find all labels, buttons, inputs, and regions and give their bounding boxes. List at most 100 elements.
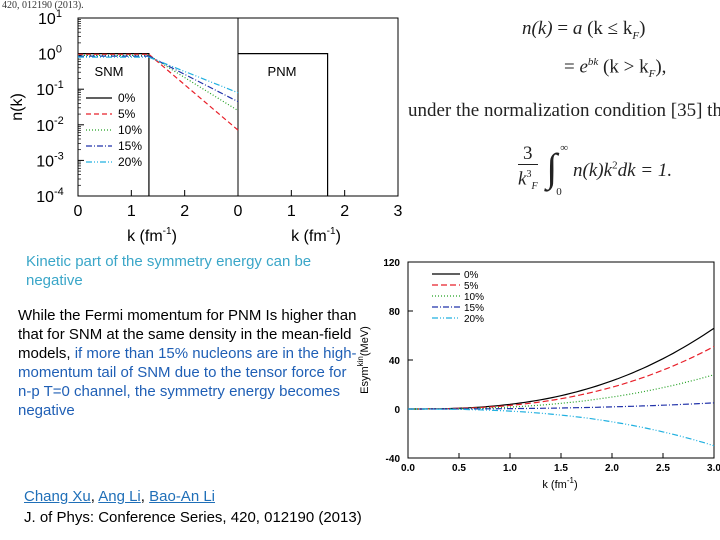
eq-nk: n(k) [522,18,553,39]
nk-ytick-label: 100 [38,44,62,64]
nk-ytick-exp: 0 [56,44,62,56]
es-xtick-label: 2.0 [605,463,619,474]
author-link-3[interactable]: Bao-An Li [149,488,215,505]
nk-legend-label-3: 15% [118,139,142,153]
eq-fraction: 3 k3F [518,144,538,197]
es-ylabel: Esymkin(MeV) [356,326,371,394]
es-series-3 [408,402,715,410]
eq-sign-1: = [557,18,569,39]
es-ytick-label: 80 [389,307,401,318]
equation-line-1: n(k) = a (k ≤ kF) [522,18,645,42]
author-list: Chang Xu, Ang Li, Bao-An Li [24,486,362,507]
nk-panel-frame-1 [237,17,399,197]
es-legend-label-3: 15% [464,303,484,314]
es-ylabel-sup: kin [356,356,365,366]
es-ylabel-unit: (MeV) [359,326,371,356]
es-series [408,327,715,447]
nk-xlabel-exp: -1 [327,226,336,237]
kinetic-note: Kinetic part of the symmetry energy can … [26,253,312,289]
journal-ref: J. of Phys: Conference Series, 420, 0121… [24,509,362,526]
explanation-blue: if more than 15% nucleons are in the hig… [18,345,357,419]
es-xlabel-exp: -1 [567,476,575,485]
nk-xlabel-close: ) [172,228,177,245]
es-xtick-label: 2.5 [656,463,670,474]
eq-cond1: (k ≤ k [587,18,633,39]
es-xtick-label: 0.0 [401,463,415,474]
nk-ytick-exp: -2 [54,115,64,127]
nk-xtick-label: 2 [340,203,349,220]
eq-frac-num: 3 [518,144,538,165]
nk-xlabel-close: ) [336,228,341,245]
eq-cond2-close: ), [655,56,667,78]
eq-kf-sub-1: F [632,29,640,42]
equation-line-3: 3 k3F ∫ ∞ 0 n(k)k2dk = 1. [518,141,673,198]
es-axes: -40 0 40 80 120 0.0 0.5 1.0 1.5 2.0 2.5 3.0 k (fm-1)… [356,258,720,491]
author-link-2[interactable]: Ang Li [98,488,141,505]
es-frame [407,261,715,459]
es-ytick-label: 120 [383,258,400,269]
explanation-text: While the Fermi momentum for PNM Is high… [18,306,358,420]
equation-line-2: = ebk (k > kF), [564,56,666,80]
es-xlabel: k (fm-1) [542,476,577,491]
integral-icon: ∫ ∞ 0 [546,141,569,198]
nk-ytick-exp: 1 [56,8,62,20]
nk-xlabel-0: k (fm-1) [127,226,177,245]
nk-legend-label-0: 0% [118,91,136,105]
eq-int-lower: 0 [556,185,562,198]
nk-series-snm-2 [78,54,239,112]
nk-panel-label-0: SNM [95,64,124,79]
eq-integrand: n(k)k2dk = 1. [573,159,673,181]
nk-ytick-label: 101 [38,8,62,28]
es-ytick-label: 40 [389,356,401,367]
nk-ytick-label: 10-1 [36,79,64,99]
nk-ytick-label: 10-4 [36,186,64,206]
eq-exp-base: e [579,56,588,78]
es-xtick-label: 1.0 [503,463,517,474]
nk-series-snm-1 [78,53,239,131]
eq-cond2: (k > k [603,56,649,78]
eq-frac-den-sub: F [531,181,538,193]
nk-ytick-exp: -3 [54,150,64,162]
eq-a-term: a [572,18,583,39]
eq-sign-2: = [564,56,575,78]
author-sep-2: , [140,488,150,505]
nk-xtick-label: 0 [234,203,243,220]
nk-panel-label-1: PNM [268,64,297,79]
header-citation: 420, 012190 (2013). [2,0,84,11]
symmetry-energy-chart: -40 0 40 80 120 0.0 0.5 1.0 1.5 2.0 2.5 3.0 k (fm-1)… [356,258,720,491]
nk-ytick-label: 10-2 [36,115,64,135]
eq-integrand-tail: dk = 1. [617,159,673,181]
nk-xtick-label: 1 [287,203,296,220]
es-series-1 [408,345,715,410]
es-xtick-label: 0.5 [452,463,466,474]
nk-xtick-label: 1 [127,203,136,220]
nk-xtick-label: 3 [394,203,403,220]
es-xlabel-close: ) [574,479,578,491]
eq-int-upper: ∞ [560,141,569,154]
es-xtick-label: 1.5 [554,463,568,474]
reference: Chang Xu, Ang Li, Bao-An Li J. of Phys: … [24,486,362,528]
nk-ytick-label: 10-3 [36,150,64,170]
author-link-1[interactable]: Chang Xu [24,488,91,505]
eq-frac-den-k: k [518,168,527,190]
nk-xlabel-exp: -1 [163,226,172,237]
es-legend-label-4: 20% [464,314,484,325]
eq-exp-power: bk [587,56,599,68]
nk-xtick-label: 2 [180,203,189,220]
nk-ylabel: n(k) [9,93,26,121]
eq-kf-sub-2: F [648,68,656,81]
nk-series-pnm-0 [238,53,329,196]
eq-frac-den: k3F [518,165,538,197]
nk-legend: 0% 5% 10% 15% 20% [86,91,142,169]
nk-xtick-label: 0 [74,203,83,220]
eq-frac-den-sup: 3 [526,169,532,180]
es-legend-label-1: 5% [464,281,479,292]
nk-ytick-exp: -1 [54,79,64,91]
es-xtick-label: 3.0 [707,463,720,474]
es-legend-label-2: 10% [464,292,484,303]
author-sep-1: , [90,488,99,505]
nk-legend-label-1: 5% [118,107,136,121]
nk-series-snm-0 [78,53,150,196]
es-legend-label-0: 0% [464,270,479,281]
